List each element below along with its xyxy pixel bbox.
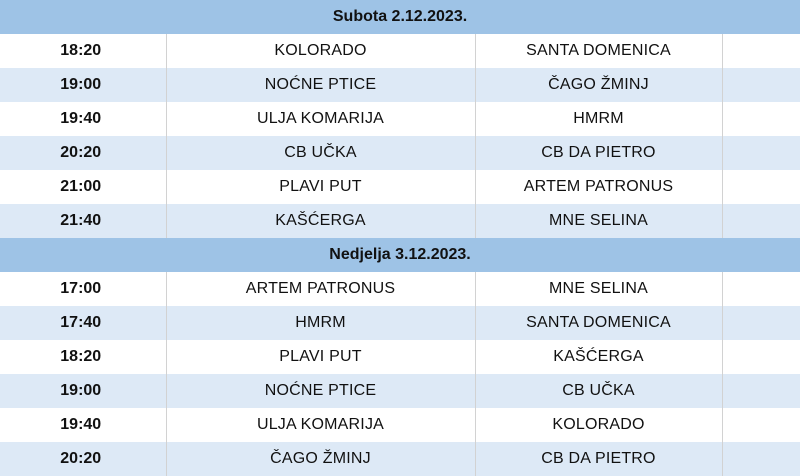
match-row: 21:00 PLAVI PUT ARTEM PATRONUS — [0, 170, 800, 204]
match-time: 18:20 — [0, 34, 167, 68]
match-row: 17:00 ARTEM PATRONUS MNE SELINA — [0, 272, 800, 306]
empty-cell — [722, 170, 800, 204]
day-title: Nedjelja 3.12.2023. — [0, 238, 800, 272]
away-team: KOLORADO — [475, 408, 723, 442]
away-team: ARTEM PATRONUS — [475, 170, 723, 204]
home-team: NOĆNE PTICE — [166, 68, 476, 102]
match-row: 18:20 KOLORADO SANTA DOMENICA — [0, 34, 800, 68]
match-row: 21:40 KAŠĆERGA MNE SELINA — [0, 204, 800, 238]
home-team: PLAVI PUT — [166, 340, 476, 374]
home-team: ARTEM PATRONUS — [166, 272, 476, 306]
away-team: CB DA PIETRO — [475, 136, 723, 170]
match-time: 17:40 — [0, 306, 167, 340]
match-row: 19:00 NOĆNE PTICE ČAGO ŽMINJ — [0, 68, 800, 102]
match-row: 17:40 HMRM SANTA DOMENICA — [0, 306, 800, 340]
match-time: 21:00 — [0, 170, 167, 204]
home-team: KAŠĆERGA — [166, 204, 476, 238]
match-row: 20:20 ČAGO ŽMINJ CB DA PIETRO — [0, 442, 800, 476]
match-time: 19:00 — [0, 374, 167, 408]
home-team: ULJA KOMARIJA — [166, 102, 476, 136]
away-team: MNE SELINA — [475, 272, 723, 306]
away-team: SANTA DOMENICA — [475, 306, 723, 340]
home-team: HMRM — [166, 306, 476, 340]
away-team: HMRM — [475, 102, 723, 136]
empty-cell — [722, 408, 800, 442]
away-team: CB DA PIETRO — [475, 442, 723, 476]
match-time: 20:20 — [0, 442, 167, 476]
match-time: 19:40 — [0, 408, 167, 442]
empty-cell — [722, 374, 800, 408]
match-row: 20:20 CB UČKA CB DA PIETRO — [0, 136, 800, 170]
match-row: 19:00 NOĆNE PTICE CB UČKA — [0, 374, 800, 408]
empty-cell — [722, 442, 800, 476]
home-team: NOĆNE PTICE — [166, 374, 476, 408]
home-team: CB UČKA — [166, 136, 476, 170]
home-team: ULJA KOMARIJA — [166, 408, 476, 442]
away-team: MNE SELINA — [475, 204, 723, 238]
empty-cell — [722, 204, 800, 238]
match-time: 19:40 — [0, 102, 167, 136]
home-team: PLAVI PUT — [166, 170, 476, 204]
empty-cell — [722, 102, 800, 136]
empty-cell — [722, 34, 800, 68]
empty-cell — [722, 306, 800, 340]
match-time: 19:00 — [0, 68, 167, 102]
match-row: 19:40 ULJA KOMARIJA HMRM — [0, 102, 800, 136]
empty-cell — [722, 340, 800, 374]
home-team: KOLORADO — [166, 34, 476, 68]
away-team: KAŠĆERGA — [475, 340, 723, 374]
day-title: Subota 2.12.2023. — [0, 0, 800, 34]
day-header-row: Subota 2.12.2023. — [0, 0, 800, 34]
match-time: 17:00 — [0, 272, 167, 306]
away-team: ČAGO ŽMINJ — [475, 68, 723, 102]
away-team: CB UČKA — [475, 374, 723, 408]
day-header-row: Nedjelja 3.12.2023. — [0, 238, 800, 272]
match-row: 18:20 PLAVI PUT KAŠĆERGA — [0, 340, 800, 374]
match-time: 20:20 — [0, 136, 167, 170]
home-team: ČAGO ŽMINJ — [166, 442, 476, 476]
match-time: 21:40 — [0, 204, 167, 238]
empty-cell — [722, 136, 800, 170]
away-team: SANTA DOMENICA — [475, 34, 723, 68]
empty-cell — [722, 68, 800, 102]
match-time: 18:20 — [0, 340, 167, 374]
empty-cell — [722, 272, 800, 306]
match-row: 19:40 ULJA KOMARIJA KOLORADO — [0, 408, 800, 442]
